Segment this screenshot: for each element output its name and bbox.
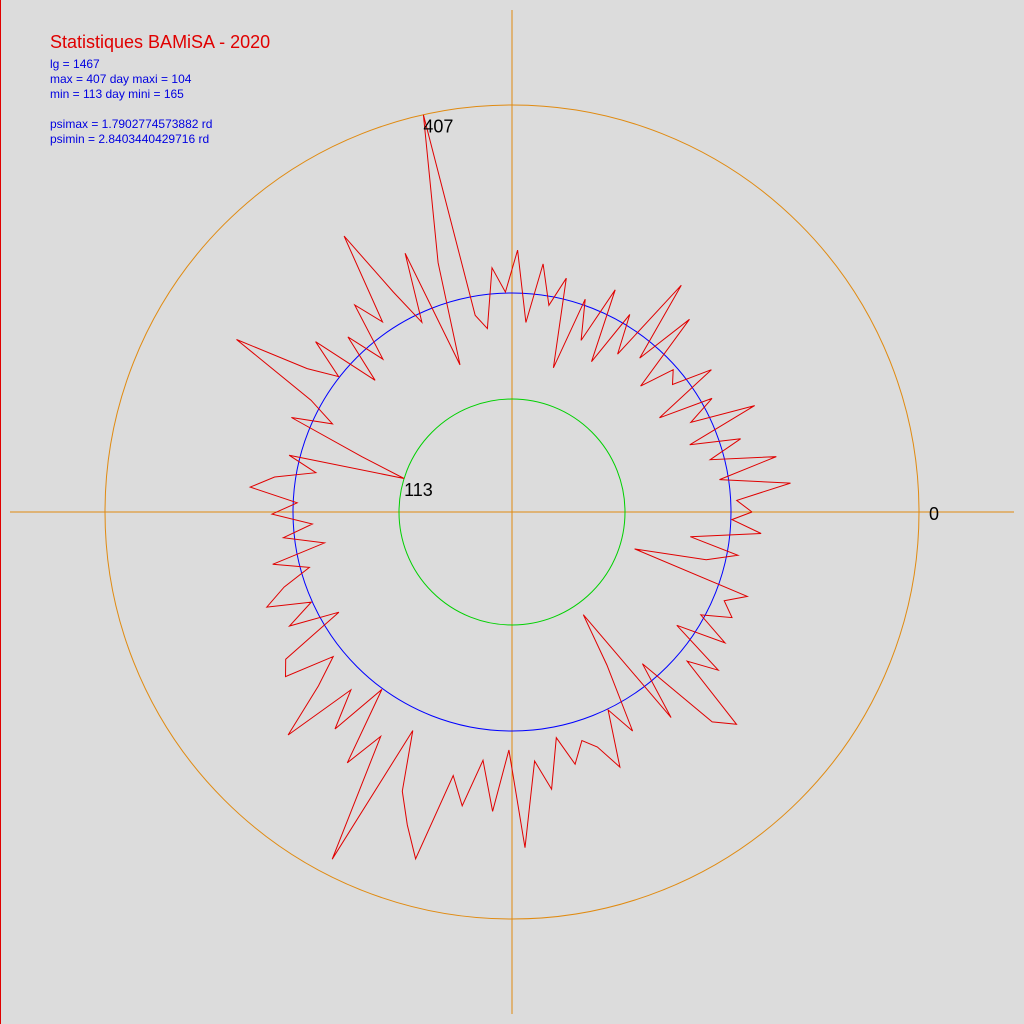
chart-title: Statistiques BAMiSA - 2020: [50, 32, 270, 52]
max-label: 407: [423, 117, 453, 137]
max-circle: [104, 104, 920, 920]
plot: 407 113 0: [10, 10, 1014, 1014]
series-line: [236, 114, 791, 861]
angle-zero-label: 0: [929, 504, 939, 524]
info-line: max = 407 day maxi = 104: [50, 72, 192, 86]
info-line: psimax = 1.7902774573882 rd: [50, 117, 212, 131]
mean-circle: [292, 292, 732, 732]
info-line: lg = 1467: [50, 57, 100, 71]
info-line: min = 113 day mini = 165: [50, 87, 184, 101]
min-label: 113: [404, 480, 433, 500]
min-circle: [398, 398, 626, 626]
info-line: psimin = 2.8403440429716 rd: [50, 132, 209, 146]
